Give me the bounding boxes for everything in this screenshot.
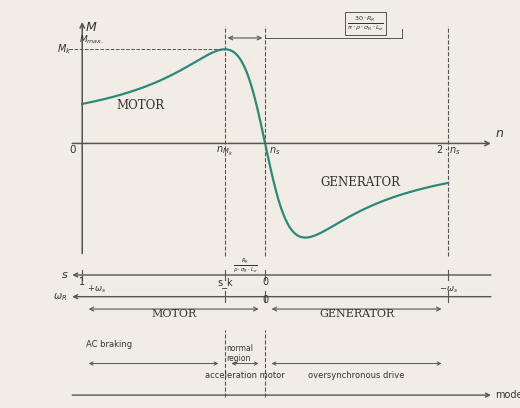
Text: MOTOR: MOTOR <box>151 309 196 319</box>
Text: $M_{max.}$: $M_{max.}$ <box>79 34 103 47</box>
Text: M: M <box>86 21 97 34</box>
Text: GENERATOR: GENERATOR <box>319 309 394 319</box>
Text: $\omega_R$: $\omega_R$ <box>54 291 68 303</box>
Text: $M_k$: $M_k$ <box>57 42 71 56</box>
Text: MOTOR: MOTOR <box>116 99 165 112</box>
Text: $+\omega_s$: $+\omega_s$ <box>87 284 107 295</box>
Text: s_k: s_k <box>217 277 232 288</box>
Text: $2 \cdot n_s$: $2 \cdot n_s$ <box>436 143 460 157</box>
Text: GENERATOR: GENERATOR <box>320 177 400 189</box>
Text: $\frac{30 \cdot R_R}{\pi \cdot \rho \cdot \sigma_R \cdot L_\sigma}$: $\frac{30 \cdot R_R}{\pi \cdot \rho \cdo… <box>347 15 384 33</box>
Text: AC braking: AC braking <box>86 339 132 349</box>
Text: $-\omega_s$: $-\omega_s$ <box>438 285 458 295</box>
Text: normal
region: normal region <box>227 344 254 363</box>
Text: acceleration motor: acceleration motor <box>205 371 285 380</box>
Text: 0: 0 <box>70 145 76 155</box>
Text: 0: 0 <box>262 295 268 305</box>
Text: $n_{M_k}$: $n_{M_k}$ <box>216 145 233 158</box>
Text: 1: 1 <box>79 277 85 286</box>
Text: s: s <box>62 270 68 280</box>
Text: n: n <box>496 126 503 140</box>
Text: $n_s$: $n_s$ <box>269 145 280 157</box>
Text: mode: mode <box>496 390 520 400</box>
Text: oversynchronous drive: oversynchronous drive <box>308 371 405 380</box>
Text: $\frac{R_R}{\rho \cdot \sigma_R \cdot L_\sigma}$: $\frac{R_R}{\rho \cdot \sigma_R \cdot L_… <box>232 256 257 274</box>
Text: 0: 0 <box>262 277 268 286</box>
